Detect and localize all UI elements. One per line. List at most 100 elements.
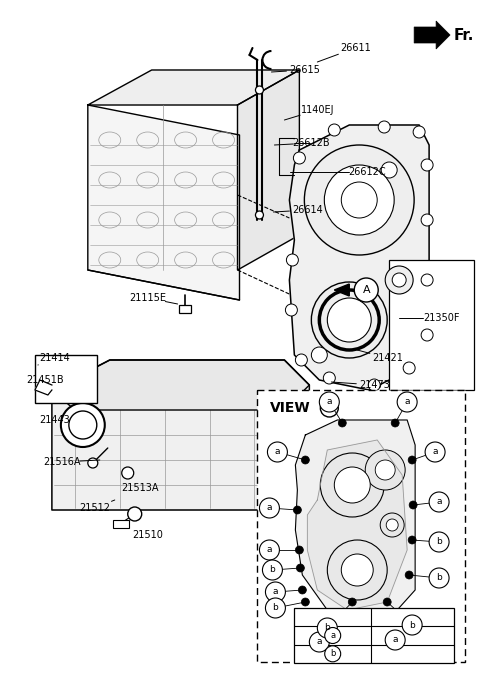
Circle shape <box>295 354 307 366</box>
Circle shape <box>260 540 279 560</box>
Text: b: b <box>270 566 276 575</box>
Text: 21443: 21443 <box>39 415 70 425</box>
Text: 21414: 21414 <box>39 353 70 363</box>
Text: a: a <box>393 635 398 644</box>
Bar <box>113 520 129 528</box>
Text: SYMBOL: SYMBOL <box>312 612 354 622</box>
Text: 21473: 21473 <box>359 380 390 390</box>
Circle shape <box>265 582 286 602</box>
Text: a: a <box>326 397 332 406</box>
Circle shape <box>319 392 339 412</box>
Circle shape <box>327 298 371 342</box>
Circle shape <box>309 632 329 652</box>
Text: 21451B: 21451B <box>26 375 64 385</box>
Circle shape <box>296 564 304 572</box>
Circle shape <box>122 467 134 479</box>
Circle shape <box>392 273 406 287</box>
Polygon shape <box>88 70 300 105</box>
Circle shape <box>327 540 387 600</box>
Circle shape <box>348 598 356 606</box>
Circle shape <box>334 467 370 503</box>
Circle shape <box>403 362 415 374</box>
Circle shape <box>61 403 105 447</box>
Circle shape <box>354 278 378 302</box>
Text: a: a <box>267 546 272 554</box>
Circle shape <box>381 162 397 178</box>
Circle shape <box>429 532 449 552</box>
Circle shape <box>312 347 327 363</box>
Circle shape <box>365 450 405 490</box>
Circle shape <box>421 214 433 226</box>
Circle shape <box>320 453 384 517</box>
Circle shape <box>383 598 391 606</box>
Circle shape <box>260 498 279 518</box>
Circle shape <box>255 211 264 219</box>
Text: A: A <box>362 285 370 295</box>
Text: 21512: 21512 <box>79 503 110 513</box>
Text: a: a <box>317 637 322 646</box>
Text: a: a <box>273 587 278 596</box>
Circle shape <box>368 379 380 391</box>
Circle shape <box>341 554 373 586</box>
Circle shape <box>429 492 449 512</box>
Circle shape <box>265 598 286 618</box>
Circle shape <box>293 506 301 514</box>
Circle shape <box>69 411 97 439</box>
Bar <box>179 305 191 313</box>
Text: 26614: 26614 <box>292 205 323 215</box>
Circle shape <box>408 456 416 464</box>
Bar <box>389 260 474 390</box>
Circle shape <box>429 568 449 588</box>
Circle shape <box>267 442 288 462</box>
Text: a: a <box>275 448 280 456</box>
Bar <box>294 608 454 663</box>
Circle shape <box>333 614 341 622</box>
Polygon shape <box>295 420 415 620</box>
Text: 21350F: 21350F <box>423 313 459 323</box>
Text: a: a <box>330 631 335 640</box>
Text: 21115E: 21115E <box>129 293 166 303</box>
Circle shape <box>293 152 305 164</box>
Text: 26612B: 26612B <box>292 138 330 148</box>
Circle shape <box>421 329 433 341</box>
Text: VIEW: VIEW <box>269 401 310 415</box>
Text: a: a <box>404 397 410 406</box>
Text: 21513A: 21513A <box>121 483 158 493</box>
Circle shape <box>312 282 387 358</box>
Bar <box>35 355 97 403</box>
Circle shape <box>405 571 413 579</box>
Circle shape <box>255 86 264 94</box>
Text: b: b <box>436 573 442 583</box>
Circle shape <box>88 458 98 468</box>
Circle shape <box>328 124 340 136</box>
Text: 1140EJ: 1140EJ <box>300 105 334 115</box>
Circle shape <box>375 460 395 480</box>
Circle shape <box>301 598 309 606</box>
Polygon shape <box>88 105 240 300</box>
Circle shape <box>386 519 398 531</box>
Polygon shape <box>334 284 349 296</box>
Circle shape <box>409 501 417 509</box>
Circle shape <box>421 159 433 171</box>
Polygon shape <box>52 360 309 410</box>
Circle shape <box>287 254 299 266</box>
Text: b: b <box>273 604 278 612</box>
Text: 21421: 21421 <box>372 353 403 363</box>
Text: a: a <box>436 498 442 506</box>
Circle shape <box>317 618 337 638</box>
Circle shape <box>391 419 399 427</box>
Circle shape <box>295 546 303 554</box>
Circle shape <box>413 126 425 138</box>
Circle shape <box>286 304 298 316</box>
Circle shape <box>378 121 390 133</box>
Circle shape <box>304 145 414 255</box>
Circle shape <box>397 392 417 412</box>
Polygon shape <box>307 440 407 610</box>
Text: a: a <box>432 448 438 456</box>
Circle shape <box>299 586 306 594</box>
Circle shape <box>425 442 445 462</box>
Text: b: b <box>324 623 330 633</box>
Circle shape <box>325 646 341 662</box>
Circle shape <box>341 182 377 218</box>
Circle shape <box>320 399 338 417</box>
